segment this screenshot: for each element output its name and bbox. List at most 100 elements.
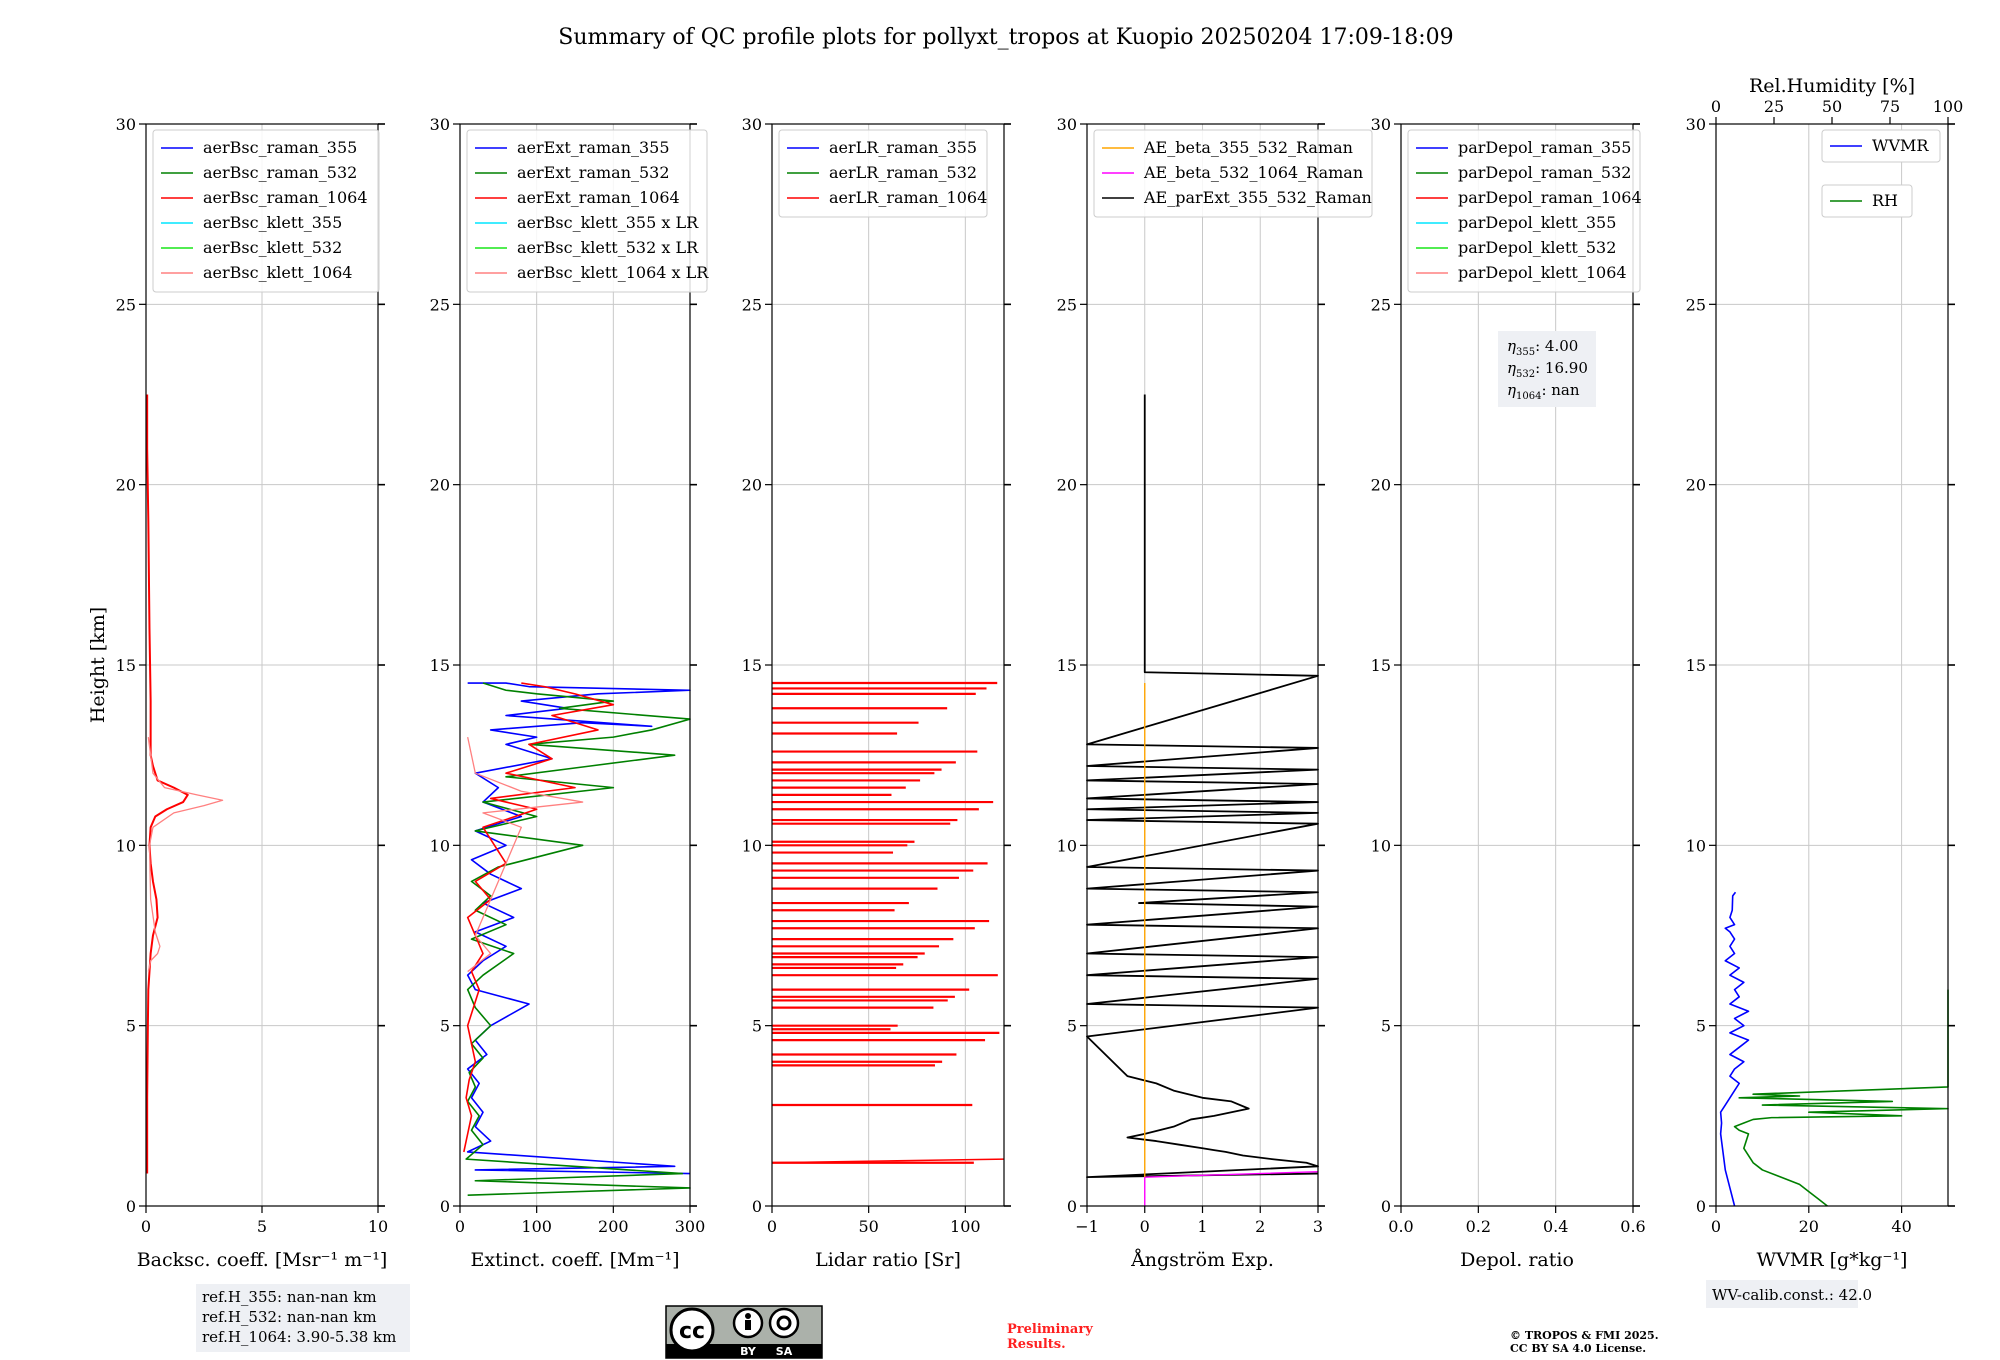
series-line-aerext-raman-1064: [463, 682, 615, 1153]
sa-share-icon: [768, 1307, 800, 1339]
legend-label: parDepol_klett_532: [1458, 238, 1616, 257]
y-tick-label: 5: [752, 1017, 762, 1036]
x-tick-label: −1: [1075, 1217, 1099, 1236]
legend-label: RH: [1872, 191, 1898, 210]
y-tick-label: 20: [1057, 476, 1077, 495]
lidar-ratio-1064-segment: [771, 1158, 1005, 1164]
x-axis-label: WVMR [g*kg⁻¹]: [1757, 1249, 1908, 1271]
series-line-aerext-raman-532: [465, 682, 691, 1196]
x-tick-label: 50: [858, 1217, 878, 1236]
x-tick-label: 0.6: [1620, 1217, 1645, 1236]
series-line-rh: [1733, 989, 1949, 1207]
y-tick-label: 10: [1686, 836, 1706, 855]
top-x-tick-label: 100: [1933, 97, 1964, 116]
y-tick-label: 30: [1057, 115, 1077, 134]
legend-frame: [1407, 129, 1641, 293]
legend-label: aerBsc_raman_532: [203, 163, 357, 182]
series-line-aerbsc-klett-1064 x lr: [467, 736, 584, 973]
series-line-ae-beta-532-1064-raman: [1144, 1171, 1319, 1206]
top-x-tick-label: 0: [1711, 97, 1721, 116]
x-tick-label: 3: [1313, 1217, 1323, 1236]
y-tick-label: 20: [1371, 476, 1391, 495]
x-tick-label: 0.4: [1543, 1217, 1568, 1236]
legend: WVMR: [1821, 129, 1941, 163]
sa-label: SA: [776, 1345, 793, 1358]
legend: aerBsc_raman_355 aerBsc_raman_532 aerBsc_r…: [152, 129, 380, 293]
preliminary-label: Preliminary: [1007, 1322, 1093, 1337]
legend-frame: [778, 129, 988, 218]
y-tick-label: 30: [430, 115, 450, 134]
y-tick-label: 25: [116, 295, 136, 314]
series-line-aerbsc-raman-1064: [146, 394, 189, 1174]
x-tick-label: 10: [368, 1217, 388, 1236]
by-person-body: [745, 1320, 751, 1330]
copyright-line1: © TROPOS & FMI 2025.: [1510, 1329, 1659, 1342]
y-tick-label: 20: [430, 476, 450, 495]
y-tick-label: 15: [1686, 656, 1706, 675]
y-tick-label: 5: [440, 1017, 450, 1036]
by-label: BY: [740, 1345, 757, 1358]
legend-label: aerBsc_raman_1064: [203, 188, 368, 207]
x-tick-label: 100: [950, 1217, 981, 1236]
legend-label: AE_beta_355_532_Raman: [1143, 138, 1353, 157]
by-person-head: [745, 1313, 751, 1319]
series-line-wvmr: [1719, 891, 1750, 1207]
y-tick-label: 10: [430, 836, 450, 855]
legend-frame: [1093, 129, 1373, 218]
legend: aerLR_raman_355 aerLR_raman_532 aerLR_rama…: [778, 129, 988, 218]
y-tick-label: 10: [1057, 836, 1077, 855]
y-tick-label: 0: [752, 1197, 762, 1216]
legend-label: aerLR_raman_355: [829, 138, 977, 157]
legend-label: parDepol_klett_355: [1458, 213, 1616, 232]
top-x-tick-label: 50: [1822, 97, 1842, 116]
copyright-line2: CC BY SA 4.0 License.: [1510, 1342, 1646, 1355]
y-tick-label: 15: [430, 656, 450, 675]
legend-label: aerBsc_klett_532 x LR: [517, 238, 699, 257]
legend-label: aerExt_raman_532: [517, 163, 670, 182]
series-line-aerext-raman-355: [466, 682, 691, 1175]
sa-share-arrow: [776, 1315, 792, 1331]
y-tick-label: 25: [1371, 295, 1391, 314]
x-tick-label: 20: [1799, 1217, 1819, 1236]
wv-calib-box: WV-calib.const.: 42.0: [1706, 1280, 1872, 1308]
legend: parDepol_raman_355 parDepol_raman_532 parD…: [1407, 129, 1642, 293]
legend-label: aerBsc_klett_355: [203, 213, 342, 232]
legend: aerExt_raman_355 aerExt_raman_532 aerExt_r…: [466, 129, 709, 293]
ref-height-box-bg: [196, 1284, 410, 1352]
legend-label: aerBsc_klett_532: [203, 238, 342, 257]
y-tick-label: 30: [1686, 115, 1706, 134]
x-axis-label: Depol. ratio: [1460, 1249, 1574, 1271]
top-x-tick-label: 75: [1880, 97, 1900, 116]
cc-by-sa-badge: cc BY SA: [665, 1305, 823, 1359]
legend-label: AE_parExt_355_532_Raman: [1143, 188, 1372, 207]
y-tick-label: 25: [1057, 295, 1077, 314]
y-tick-label: 20: [1686, 476, 1706, 495]
x-axis-label: Extinct. coeff. [Mm⁻¹]: [470, 1249, 679, 1271]
legend-label: aerExt_raman_355: [517, 138, 670, 157]
legend-label: aerBsc_klett_1064: [203, 263, 352, 282]
legend: AE_beta_355_532_Raman AE_beta_532_1064_Ra…: [1093, 129, 1373, 218]
cc-icon-text: cc: [679, 1319, 705, 1344]
x-tick-label: 0: [1140, 1217, 1150, 1236]
y-tick-label: 5: [1381, 1017, 1391, 1036]
y-tick-label: 25: [742, 295, 762, 314]
results-label: Results.: [1007, 1337, 1066, 1352]
legend-frame: [1821, 184, 1913, 218]
top-x-axis-label: Rel.Humidity [%]: [1749, 75, 1915, 97]
y-tick-label: 5: [1067, 1017, 1077, 1036]
y-tick-label: 20: [116, 476, 136, 495]
legend-label: parDepol_raman_1064: [1458, 188, 1642, 207]
y-tick-label: 5: [1696, 1017, 1706, 1036]
y-tick-label: 30: [1371, 115, 1391, 134]
x-axis-label: Ångström Exp.: [1130, 1249, 1274, 1271]
top-x-tick-label: 25: [1764, 97, 1784, 116]
x-tick-label: 0.2: [1466, 1217, 1491, 1236]
y-tick-label: 10: [1371, 836, 1391, 855]
y-tick-label: 30: [116, 115, 136, 134]
y-tick-label: 0: [440, 1197, 450, 1216]
legend-label: parDepol_raman_355: [1458, 138, 1631, 157]
legend-label: aerBsc_klett_1064 x LR: [517, 263, 709, 282]
x-axis-label: Backsc. coeff. [Msr⁻¹ m⁻¹]: [137, 1249, 388, 1271]
